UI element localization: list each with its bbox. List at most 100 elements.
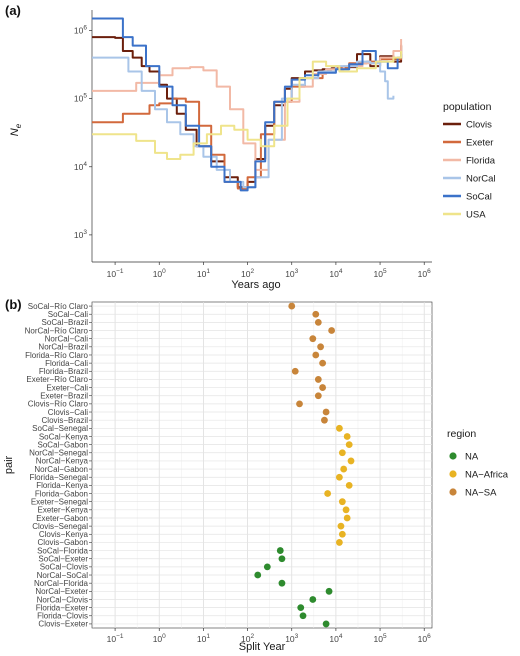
- pair-label: Clovis−Senegal: [32, 522, 88, 531]
- series-line-florida: [92, 39, 403, 171]
- split-point: [335, 473, 343, 481]
- split-point: [338, 498, 346, 506]
- split-point: [314, 376, 322, 383]
- split-point: [322, 620, 330, 628]
- x-tick-label: 102: [241, 633, 254, 644]
- split-year-dotplot: 10−1 100 101 102 103 104 105 106 SoCal−Río Claro…: [3, 301, 509, 653]
- split-point: [278, 555, 286, 563]
- split-point: [319, 384, 327, 391]
- legend-label: NA−Africa: [465, 470, 509, 481]
- legend-label: USA: [466, 210, 486, 221]
- pair-label: SoCal−Exeter: [38, 555, 88, 564]
- split-point: [314, 392, 322, 400]
- split-point: [314, 318, 322, 326]
- pair-label: Exeter−Cali: [46, 383, 88, 392]
- x-axis-title: Years ago: [231, 279, 280, 291]
- x-axis-title: Split Year: [239, 641, 286, 653]
- x-tick-label: 104: [329, 268, 342, 279]
- legend-swatch: [449, 452, 457, 460]
- pair-label: SoCal−Clovis: [40, 563, 88, 572]
- y-axis-title: Ne: [9, 123, 23, 136]
- x-tick-label: 101: [197, 633, 210, 644]
- pair-label: Clovis−Cali: [48, 408, 88, 417]
- pair-label: Florida−Gabon: [35, 489, 88, 498]
- ne-line-chart: 10−1 100 101 102 103 104 105 106 103 104 105 106 Ye…: [9, 10, 496, 291]
- pair-label: Florida−Brazil: [39, 367, 88, 376]
- split-point: [291, 367, 299, 375]
- pair-label: NorCal−Kenya: [36, 457, 89, 466]
- split-point: [312, 351, 320, 359]
- pair-label: Florida−Clovis: [37, 612, 88, 621]
- pair-label: NorCal−Florida: [34, 579, 89, 588]
- split-point: [312, 310, 320, 318]
- pair-label: Florida−Kenya: [36, 481, 88, 490]
- legend-title: region: [447, 428, 476, 440]
- x-tick-label: 103: [285, 268, 298, 279]
- series-line-socal: [92, 17, 403, 192]
- pair-label: SoCal−Cali: [48, 310, 88, 319]
- x-tick-label: 10−1: [107, 633, 124, 644]
- pair-label: Clovis−Gabon: [38, 538, 88, 547]
- svg-text:Ne: Ne: [9, 123, 23, 136]
- split-point: [297, 604, 305, 612]
- panel-b-label: (b): [5, 297, 22, 312]
- pair-label: NorCal−Brazil: [38, 343, 88, 352]
- series-line-norcal: [92, 56, 395, 189]
- split-point: [342, 506, 350, 514]
- pair-label: Exeter−Senegal: [31, 497, 88, 506]
- split-point: [299, 612, 307, 620]
- pair-label: SoCal−Río Claro: [28, 302, 89, 311]
- x-tick-label: 106: [418, 633, 431, 644]
- split-point: [338, 530, 346, 538]
- x-tick-label: 102: [241, 268, 254, 279]
- split-point: [288, 302, 296, 310]
- pair-label: Florida−Exeter: [36, 603, 89, 612]
- pair-label: NorCal−Senegal: [29, 449, 88, 458]
- pair-label: Clovis−Kenya: [39, 530, 89, 539]
- split-point: [321, 416, 328, 424]
- pair-label: NorCal−Clovis: [37, 595, 88, 604]
- series-line-usa: [92, 51, 403, 160]
- pair-label: SoCal−Florida: [37, 546, 88, 555]
- y-axis-title-sub: e: [14, 123, 23, 128]
- x-tick-label: 106: [418, 268, 431, 279]
- pair-label: Clovis−Brazil: [42, 416, 89, 425]
- legend-title: population: [443, 101, 492, 113]
- x-tick-label: 104: [329, 633, 342, 644]
- pair-label: Florida−Senegal: [30, 473, 89, 482]
- pair-label: NorCal−Exeter: [35, 587, 88, 596]
- pair-label: SoCal−Senegal: [32, 424, 88, 433]
- legend-label: Clovis: [466, 120, 492, 131]
- x-tick-label: 103: [285, 633, 298, 644]
- legend-label: Florida: [466, 156, 496, 167]
- pair-label: NorCal−SoCal: [37, 571, 89, 580]
- legend-label: Exeter: [466, 138, 493, 149]
- pair-label: SoCal−Brazil: [42, 318, 89, 327]
- y-axis-title: pair: [3, 455, 15, 474]
- split-point: [263, 563, 271, 571]
- series-line-clovis: [92, 36, 403, 189]
- split-point: [340, 465, 348, 473]
- y-tick-label: 103: [74, 229, 87, 240]
- pair-label: Exeter−Kenya: [38, 506, 89, 515]
- panel-a-label: (a): [5, 3, 21, 18]
- split-point: [345, 441, 353, 449]
- split-point: [343, 514, 351, 522]
- y-tick-label: 104: [74, 161, 87, 172]
- y-tick-label: 105: [74, 93, 87, 104]
- pair-label: Clovis−Exeter: [38, 620, 88, 629]
- x-tick-label: 105: [374, 268, 387, 279]
- split-point: [328, 327, 336, 334]
- gridlines: [92, 302, 432, 628]
- pair-label: Florida−Cali: [45, 359, 88, 368]
- split-point: [296, 400, 303, 408]
- x-tick-label: 100: [153, 268, 166, 279]
- legend-label: NorCal: [466, 174, 496, 185]
- split-point: [345, 481, 353, 489]
- split-point: [347, 457, 355, 465]
- population-legend: population Clovis Exeter Florida NorCal SoCa…: [443, 101, 496, 221]
- split-point: [309, 335, 317, 343]
- split-point: [276, 547, 284, 554]
- pair-label: Exeter−Brazil: [40, 392, 88, 401]
- pair-label: Clovis−Río Claro: [28, 400, 89, 409]
